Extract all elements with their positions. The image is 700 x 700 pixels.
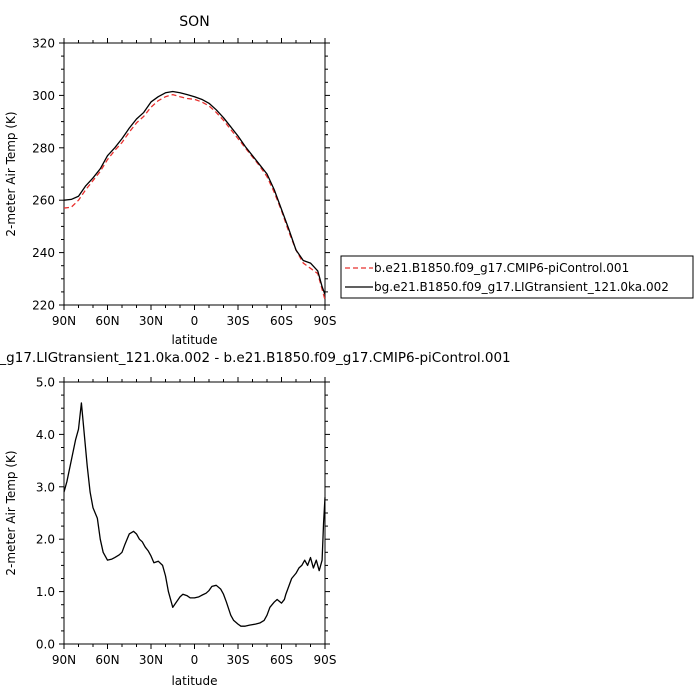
top-plot-frame bbox=[63, 42, 326, 306]
bottom-y-tick-label: 0.0 bbox=[36, 638, 55, 652]
top-chart-panel: SON 2-meter Air Temp (K) latitude 90N 60N… bbox=[4, 14, 336, 347]
top-x-tick-label: 60N bbox=[95, 314, 119, 328]
top-x-tick-label: 90S bbox=[314, 314, 337, 328]
bottom-chart-title: bg.e21.B1850.f09_g17.LIGtransient_121.0k… bbox=[0, 350, 511, 366]
top-y-tick-label: 240 bbox=[32, 246, 55, 260]
bottom-x-tick-label: 30N bbox=[139, 653, 163, 667]
bottom-chart-panel: bg.e21.B1850.f09_g17.LIGtransient_121.0k… bbox=[0, 350, 511, 688]
bottom-y-tick-label: 5.0 bbox=[36, 376, 55, 390]
bottom-plot-frame bbox=[63, 381, 326, 645]
bottom-x-tick-label: 0 bbox=[191, 653, 199, 667]
bottom-y-tick-label: 1.0 bbox=[36, 585, 55, 599]
bottom-y-tick-label: 2.0 bbox=[36, 533, 55, 547]
top-y-tick-label: 300 bbox=[32, 89, 55, 103]
top-x-tick-label: 60S bbox=[270, 314, 293, 328]
top-y-tick-label: 260 bbox=[32, 194, 55, 208]
bottom-y-tick-label: 4.0 bbox=[36, 428, 55, 442]
top-series-line-0 bbox=[63, 93, 326, 300]
top-x-tick-label: 0 bbox=[191, 314, 199, 328]
top-y-tick-label: 320 bbox=[32, 37, 55, 51]
top-series-line-1 bbox=[63, 90, 326, 295]
bottom-x-tick-label: 60N bbox=[95, 653, 119, 667]
legend-label-picontrol: b.e21.B1850.f09_g17.CMIP6-piControl.001 bbox=[374, 261, 629, 275]
top-y-tick-label: 280 bbox=[32, 141, 55, 155]
bottom-series-line-0 bbox=[63, 402, 326, 627]
top-x-tick-label: 30S bbox=[227, 314, 250, 328]
bottom-x-tick-label: 30S bbox=[227, 653, 250, 667]
legend-label-ligtransient: bg.e21.B1850.f09_g17.LIGtransient_121.0k… bbox=[374, 280, 669, 294]
top-x-tick-label: 90N bbox=[52, 314, 76, 328]
bottom-x-tick-label: 60S bbox=[270, 653, 293, 667]
bottom-y-tick-label: 3.0 bbox=[36, 480, 55, 494]
top-chart-ylabel: 2-meter Air Temp (K) bbox=[4, 111, 18, 236]
top-y-tick-label: 220 bbox=[32, 299, 55, 313]
bottom-chart-xlabel: latitude bbox=[171, 674, 217, 688]
bottom-x-tick-label: 90N bbox=[52, 653, 76, 667]
legend-box bbox=[340, 255, 694, 299]
top-chart-legend: b.e21.B1850.f09_g17.CMIP6-piControl.001 … bbox=[340, 255, 694, 299]
top-x-tick-label: 30N bbox=[139, 314, 163, 328]
top-chart-title: SON bbox=[179, 14, 209, 30]
bottom-x-tick-label: 90S bbox=[314, 653, 337, 667]
top-chart-xlabel: latitude bbox=[171, 333, 217, 347]
bottom-chart-ylabel: 2-meter Air Temp (K) bbox=[4, 450, 18, 575]
